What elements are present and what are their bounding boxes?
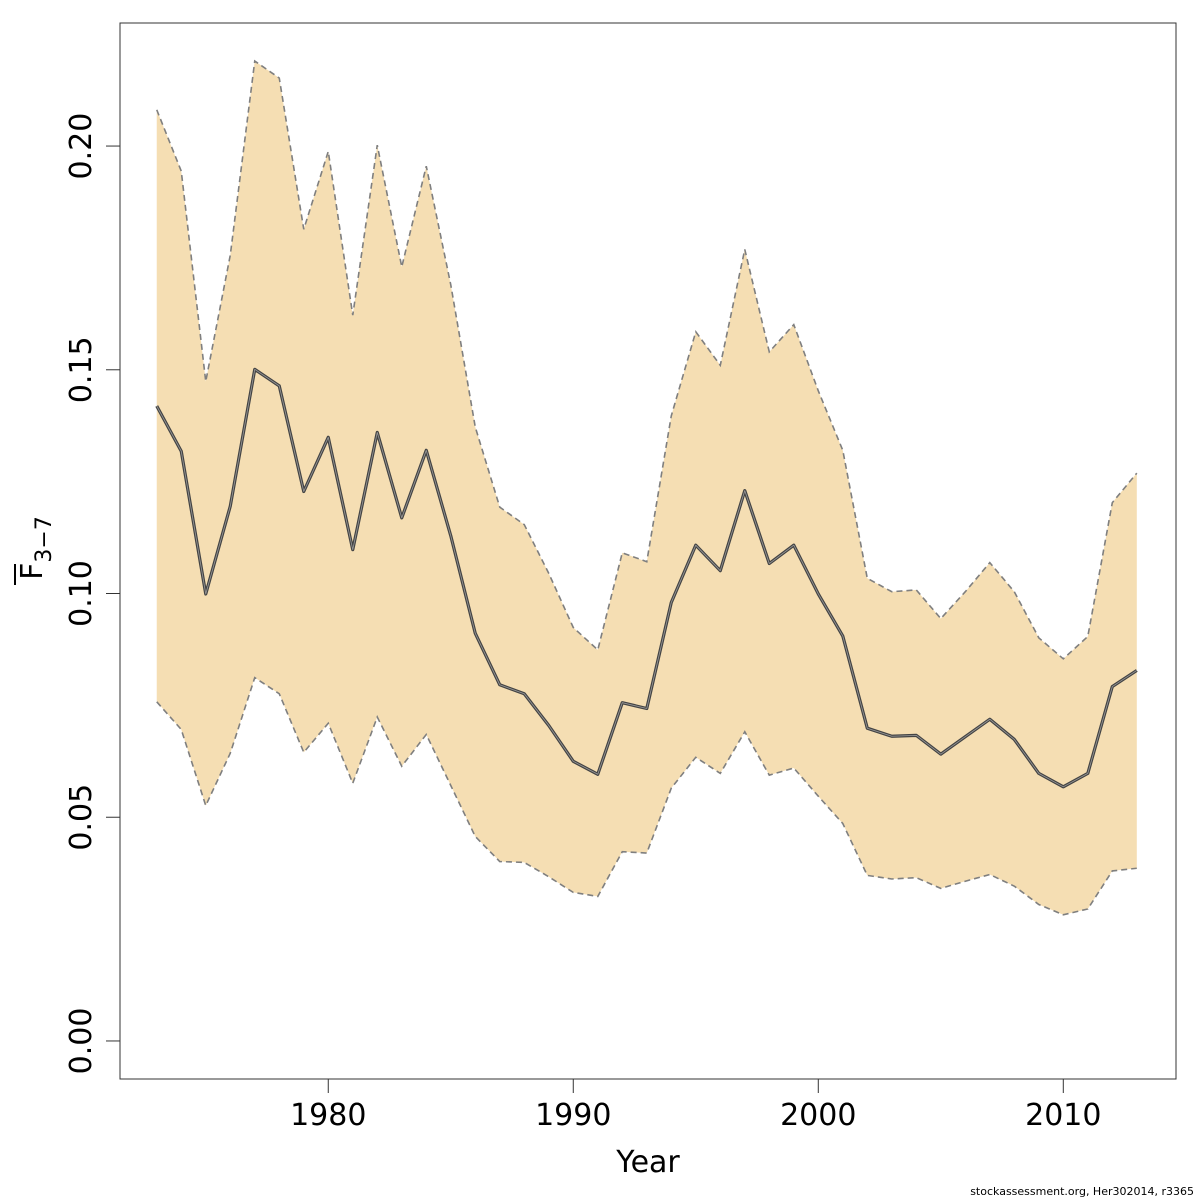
upper-bound-line	[156, 59, 1138, 660]
credit-text: stockassessment.org, Her302014, r3365	[970, 1185, 1194, 1198]
estimate-line-highlight	[156, 368, 1138, 788]
x-axis-title: Year	[615, 1145, 680, 1180]
y-tick-label: 0.00	[64, 1008, 99, 1075]
y-tick-label: 0.20	[64, 113, 99, 180]
x-axis: 1980 1990 2000 2010	[290, 1078, 1101, 1133]
y-axis-title-base: F	[15, 563, 50, 580]
x-tick-label: 2000	[780, 1098, 856, 1133]
svg-text:F3−7: F3−7	[15, 516, 57, 580]
confidence-bounds	[156, 59, 1138, 916]
confidence-band-area	[156, 61, 1137, 915]
confidence-band	[156, 61, 1137, 915]
estimate-series	[155, 367, 1138, 789]
y-axis: 0.00 0.05 0.10 0.15 0.20	[64, 113, 121, 1075]
y-tick-label: 0.15	[64, 336, 99, 403]
y-axis-title: F3−7	[14, 516, 57, 585]
x-tick-label: 1990	[535, 1098, 611, 1133]
y-tick-label: 0.10	[64, 560, 99, 627]
lower-bound-line	[156, 676, 1137, 916]
y-axis-title-subscript: 3−7	[32, 516, 57, 562]
y-tick-label: 0.05	[64, 784, 99, 851]
x-tick-label: 1980	[290, 1098, 366, 1133]
x-tick-label: 2010	[1025, 1098, 1101, 1133]
